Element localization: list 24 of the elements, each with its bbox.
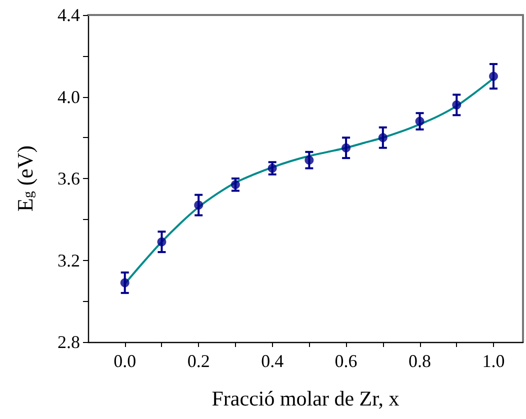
x-tick-label: 0.0: [114, 351, 136, 371]
x-tick-label: 0.6: [334, 351, 358, 371]
y-tick-label: 4.0: [58, 86, 80, 107]
point: [230, 180, 240, 190]
y-tick-label: 3.2: [58, 250, 80, 270]
x-axis-title: Fracció molar de Zr, x: [212, 386, 400, 410]
x-tick-label: 0.8: [408, 351, 432, 371]
point: [268, 164, 277, 173]
y-tick-label: 3.6: [58, 168, 80, 188]
y-tick-label: 4.4: [58, 5, 80, 25]
point: [415, 116, 424, 126]
x-tick-label: 1.0: [482, 351, 505, 371]
point: [452, 100, 462, 110]
point: [304, 156, 314, 165]
point: [342, 143, 351, 152]
point: [120, 278, 130, 288]
x-tick-label: 0.4: [261, 351, 284, 371]
point: [194, 200, 204, 210]
y-axis-title: Eg (eV): [12, 145, 38, 212]
point: [378, 133, 388, 142]
point: [489, 72, 498, 81]
y-tick-label: 2.8: [58, 332, 80, 352]
x-tick-label: 0.2: [187, 351, 210, 371]
point: [157, 237, 166, 246]
